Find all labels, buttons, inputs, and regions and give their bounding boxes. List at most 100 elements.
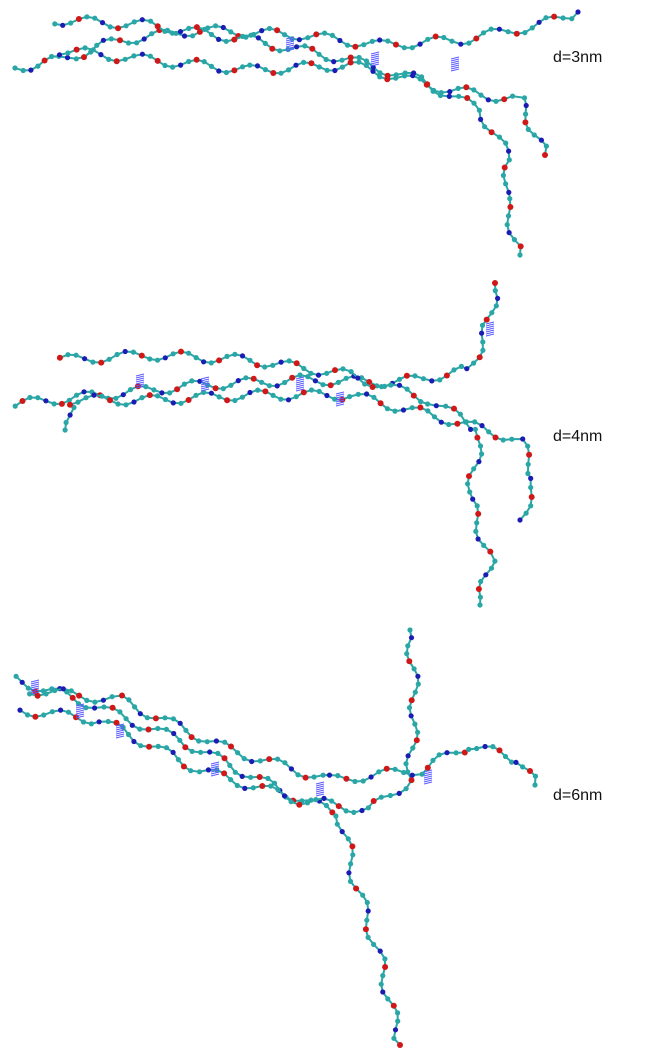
atom: [437, 377, 442, 382]
atom: [305, 35, 310, 40]
h-bond: [116, 734, 124, 736]
atom: [412, 373, 417, 378]
atom: [348, 861, 353, 866]
atom: [520, 436, 525, 441]
atom: [393, 1027, 398, 1032]
atom: [530, 25, 535, 30]
atom: [298, 372, 303, 377]
atom: [454, 421, 460, 427]
atom: [262, 364, 267, 369]
atom: [332, 68, 337, 73]
atom: [289, 799, 294, 804]
atom: [486, 97, 491, 102]
bond: [20, 630, 418, 812]
atom: [101, 698, 106, 703]
atom: [282, 380, 287, 385]
atom: [128, 387, 133, 392]
h-bond: [211, 774, 219, 776]
atom: [201, 359, 206, 364]
atom: [287, 358, 292, 363]
atom: [236, 378, 241, 383]
atom: [412, 666, 417, 671]
atom: [324, 393, 329, 398]
h-bond: [296, 379, 304, 381]
atom: [123, 402, 128, 407]
h-bond: [371, 56, 379, 58]
atom: [162, 715, 167, 720]
atom: [240, 774, 245, 779]
h-bond: [316, 794, 324, 796]
atom: [148, 54, 153, 59]
atom: [205, 739, 210, 744]
atom: [347, 394, 352, 399]
atom: [70, 695, 76, 701]
atom: [466, 473, 472, 479]
atom: [108, 24, 113, 29]
atom: [405, 643, 410, 648]
atom: [75, 400, 80, 405]
atom: [155, 58, 161, 64]
atom: [379, 384, 384, 389]
atom: [377, 74, 382, 79]
atom: [155, 358, 160, 363]
atom: [474, 520, 479, 525]
h-bond: [136, 376, 144, 378]
atom: [222, 740, 227, 745]
atom: [35, 64, 40, 69]
atom: [27, 395, 32, 400]
atom: [506, 29, 511, 34]
atom: [259, 380, 264, 385]
atom: [248, 33, 253, 38]
atom: [113, 396, 118, 401]
atom: [406, 658, 412, 664]
atom: [163, 355, 168, 360]
atom: [197, 769, 202, 774]
atom: [147, 356, 152, 361]
atom: [336, 803, 342, 809]
atom: [17, 708, 22, 713]
h-bond: [424, 780, 432, 782]
atom: [83, 705, 88, 710]
atom: [402, 73, 407, 78]
atom: [327, 773, 332, 778]
h-bond: [296, 383, 304, 385]
atom: [263, 41, 268, 46]
atom: [214, 738, 219, 743]
atom: [466, 41, 471, 46]
atom: [131, 350, 136, 355]
h-bond: [286, 43, 294, 45]
atom: [266, 756, 272, 762]
atom: [305, 800, 310, 805]
atom: [543, 15, 548, 20]
atom: [145, 715, 150, 720]
atom: [135, 383, 141, 389]
atom: [414, 737, 420, 743]
h-bond: [286, 41, 294, 43]
atom: [91, 393, 96, 398]
atom: [114, 720, 120, 726]
atom: [471, 466, 476, 471]
atom: [132, 704, 137, 709]
atom: [517, 517, 522, 522]
atom: [321, 796, 326, 801]
atom: [395, 1010, 400, 1015]
atom: [425, 765, 431, 771]
atom: [139, 395, 144, 400]
atom: [517, 252, 522, 257]
atom: [52, 21, 57, 26]
atom: [464, 419, 469, 424]
h-bond: [211, 772, 219, 774]
atom: [480, 339, 485, 344]
atom: [551, 14, 557, 20]
atom: [507, 157, 512, 162]
atom: [124, 23, 129, 28]
atom: [475, 503, 480, 508]
atom: [159, 390, 164, 395]
atom: [163, 397, 168, 402]
atom: [13, 404, 18, 409]
h-bond: [116, 736, 124, 738]
atom: [240, 395, 245, 400]
atom: [404, 651, 409, 656]
atom: [224, 354, 229, 359]
atom: [242, 756, 247, 761]
